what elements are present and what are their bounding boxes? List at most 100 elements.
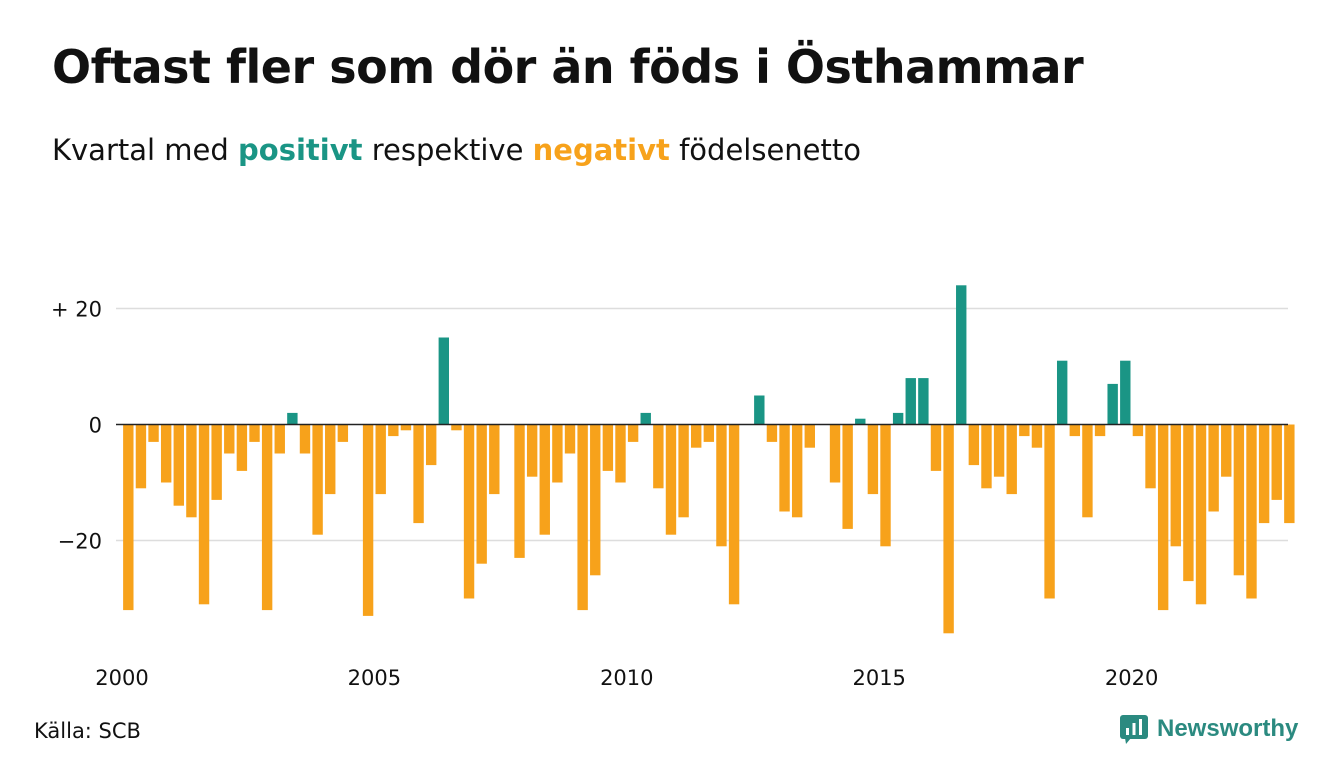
bar-positive (956, 285, 967, 425)
bar-negative (1145, 424, 1156, 489)
bar-negative (791, 424, 803, 518)
bar-negative (1233, 424, 1245, 576)
bar-negative (804, 424, 815, 448)
bar-negative (1019, 424, 1030, 437)
bar-positive (1056, 360, 1068, 425)
bar-negative (968, 424, 980, 466)
bar-negative (678, 424, 689, 518)
y-tick-label: 0 (89, 414, 102, 438)
bar-positive (892, 412, 904, 425)
bar-negative (148, 424, 159, 442)
bar-positive (1120, 360, 1131, 425)
bar-negative (526, 424, 538, 477)
bar-positive (855, 418, 866, 425)
bar-negative (362, 424, 374, 616)
bar-negative (375, 424, 386, 495)
bar-positive (918, 378, 929, 425)
bar-negative (400, 424, 412, 431)
bar-negative (943, 424, 954, 634)
bar-negative (1246, 424, 1257, 599)
bar-negative (312, 424, 323, 535)
bar-negative (274, 424, 285, 454)
bar-negative (1195, 424, 1207, 605)
bar-negative (779, 424, 790, 512)
bar-negative (1221, 424, 1232, 477)
bar-negative (173, 424, 184, 506)
bar-negative (993, 424, 1005, 477)
bar-negative (1044, 424, 1055, 599)
bar-positive (1107, 383, 1118, 425)
bar-positive (640, 412, 651, 425)
bar-negative (665, 424, 677, 535)
bar-negative (829, 424, 841, 483)
bar-negative (249, 424, 260, 442)
brand-name: Newsworthy (1157, 715, 1299, 742)
x-tick-label: 2000 (95, 666, 148, 690)
bar-negative (627, 424, 639, 442)
bar-negative (716, 424, 727, 547)
bar-negative (766, 424, 778, 442)
x-tick-label: 2010 (600, 666, 653, 690)
subtitle-prefix: Kvartal med (52, 133, 229, 167)
bar-negative (514, 424, 525, 558)
chart-title: Oftast fler som dör än föds i Östhammar (52, 40, 1084, 94)
bar-negative (602, 424, 614, 471)
x-tick-label: 2005 (348, 666, 401, 690)
bar-negative (160, 424, 172, 483)
bar-negative (1031, 424, 1043, 448)
bar-negative (211, 424, 222, 500)
source-note: Källa: SCB (34, 719, 141, 743)
bar-negative (1132, 424, 1144, 437)
bar-negative (842, 424, 853, 529)
bar-positive (438, 337, 450, 425)
subtitle-positive-label: positivt (238, 133, 363, 167)
bar-negative (1082, 424, 1093, 518)
bar-negative (1271, 424, 1282, 500)
bar-negative (476, 424, 487, 564)
bar-negative (564, 424, 576, 454)
bar-negative (1208, 424, 1219, 512)
bar-negative (552, 424, 563, 483)
subtitle-suffix: födelsenetto (679, 133, 861, 167)
bar-negative (224, 424, 235, 454)
bar-negative (337, 424, 349, 442)
bar-negative (236, 424, 248, 471)
bar-negative (1069, 424, 1081, 437)
bar-negative (653, 424, 664, 489)
bar-negative (135, 424, 147, 489)
bar-negative (728, 424, 740, 605)
bar-negative (577, 424, 588, 611)
chart-subtitle: Kvartal med positivt respektive negativt… (52, 133, 861, 167)
bar-negative (590, 424, 601, 576)
bar-negative (425, 424, 437, 466)
bar-negative (1006, 424, 1017, 495)
bar-negative (299, 424, 311, 454)
x-tick-label: 2015 (852, 666, 905, 690)
bar-negative (539, 424, 550, 535)
bar-negative (451, 424, 462, 431)
bar-negative (1094, 424, 1106, 437)
bar-negative (388, 424, 399, 437)
bar-negative (413, 424, 424, 524)
bar-negative (325, 424, 336, 495)
bar-negative (867, 424, 879, 495)
bar-negative (463, 424, 475, 599)
bar-negative (1157, 424, 1169, 611)
bar-negative (880, 424, 891, 547)
bar-negative (691, 424, 702, 448)
bar-negative (1258, 424, 1270, 524)
bar-negative (186, 424, 197, 518)
bar-negative (703, 424, 715, 442)
bar-positive (287, 412, 298, 425)
bar-negative (1183, 424, 1194, 582)
y-tick-label: + 20 (51, 298, 102, 322)
subtitle-negative-label: negativt (532, 133, 670, 167)
bar-negative (1170, 424, 1181, 547)
bar-negative (930, 424, 942, 471)
newsworthy-logo-icon (1120, 715, 1148, 744)
subtitle-middle: respektive (371, 133, 524, 167)
y-tick-label: −20 (58, 530, 102, 554)
bar-negative (489, 424, 500, 495)
bar-negative (1284, 424, 1295, 524)
